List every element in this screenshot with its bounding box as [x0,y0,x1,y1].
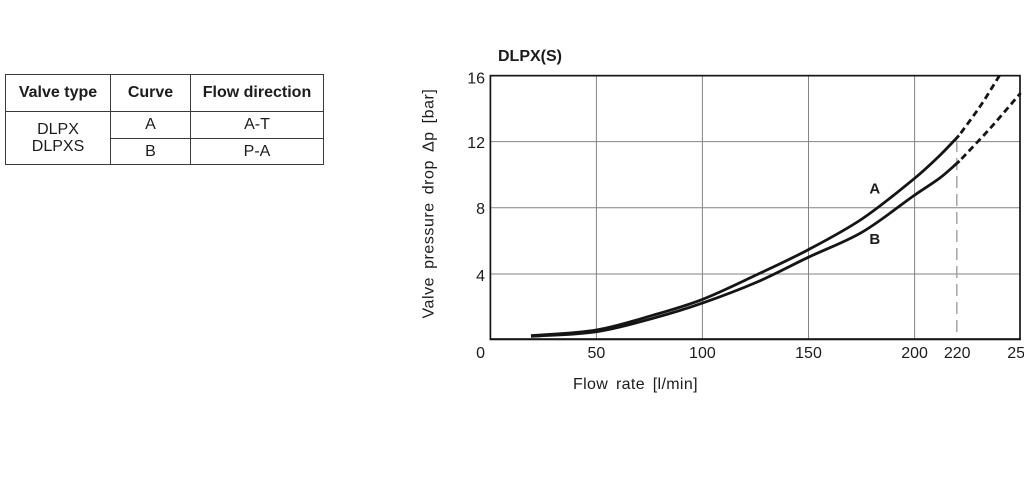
svg-text:250: 250 [1007,345,1024,362]
svg-text:220: 220 [944,345,971,362]
svg-text:200: 200 [901,345,928,362]
svg-text:DLPX(S): DLPX(S) [498,48,562,65]
svg-text:Flow rate [l/min]: Flow rate [l/min] [573,376,698,393]
svg-text:12: 12 [467,135,485,152]
svg-text:16: 16 [467,70,485,87]
svg-text:A: A [869,181,880,198]
svg-text:50: 50 [588,345,606,362]
svg-text:4: 4 [476,268,485,285]
svg-text:150: 150 [795,345,822,362]
svg-text:0: 0 [476,345,485,362]
svg-text:100: 100 [689,345,716,362]
svg-text:B: B [869,231,880,248]
svg-text:Valve pressure drop Δp [bar]: Valve pressure drop Δp [bar] [421,89,438,319]
svg-text:8: 8 [476,201,485,218]
